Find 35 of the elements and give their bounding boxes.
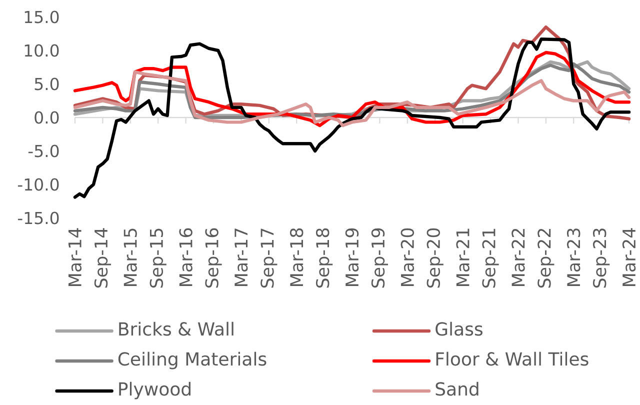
- x-tick-label: Mar-18: [290, 228, 304, 286]
- x-tick-label: Sep-17: [260, 228, 278, 288]
- x-tick-label: Mar-14: [68, 228, 82, 286]
- x-tick-label: Sep-21: [482, 228, 499, 288]
- x-tick-label: Mar-15: [124, 228, 137, 286]
- x-tick-label: Mar-20: [400, 228, 414, 286]
- x-tick-label: Mar-19: [345, 228, 359, 286]
- y-tick-label: -10.0: [18, 178, 59, 191]
- y-tick-label: -5.0: [28, 144, 59, 158]
- x-tick-label: Sep-22: [538, 228, 554, 288]
- x-tick-label: Sep-23: [592, 228, 610, 288]
- legend-label: Sand: [436, 382, 478, 396]
- x-tick-label: Mar-24: [622, 228, 636, 286]
- x-tick-label: Mar-21: [456, 228, 470, 286]
- legend-label: Ceiling Materials: [118, 352, 266, 370]
- x-tick-label: Mar-16: [179, 228, 192, 286]
- y-tick-label: 5.0: [34, 78, 59, 90]
- x-tick-label: Mar-23: [566, 228, 580, 286]
- y-tick-label: 10.0: [24, 44, 59, 57]
- x-tick-label: Sep-16: [205, 228, 222, 288]
- y-tick-label: -15.0: [18, 212, 59, 224]
- x-tick-label: Sep-15: [150, 228, 166, 288]
- x-tick-label: Sep-18: [316, 228, 333, 288]
- x-tick-label: Mar-22: [512, 228, 525, 286]
- y-tick-label: 0.0: [34, 111, 59, 124]
- legend-label: Floor & Wall Tiles: [436, 352, 588, 366]
- legend-label: Plywood: [119, 382, 190, 400]
- x-tick-label: Sep-20: [426, 228, 444, 288]
- x-tick-label: Sep-14: [94, 228, 112, 288]
- legend-label: Glass: [436, 322, 482, 336]
- y-tick-label: 15.0: [24, 10, 59, 24]
- line-series: [73, 38, 631, 199]
- legend-label: Bricks & Wall: [119, 322, 234, 336]
- x-tick-label: Sep-19: [371, 228, 388, 288]
- x-tick-label: Mar-17: [234, 228, 248, 286]
